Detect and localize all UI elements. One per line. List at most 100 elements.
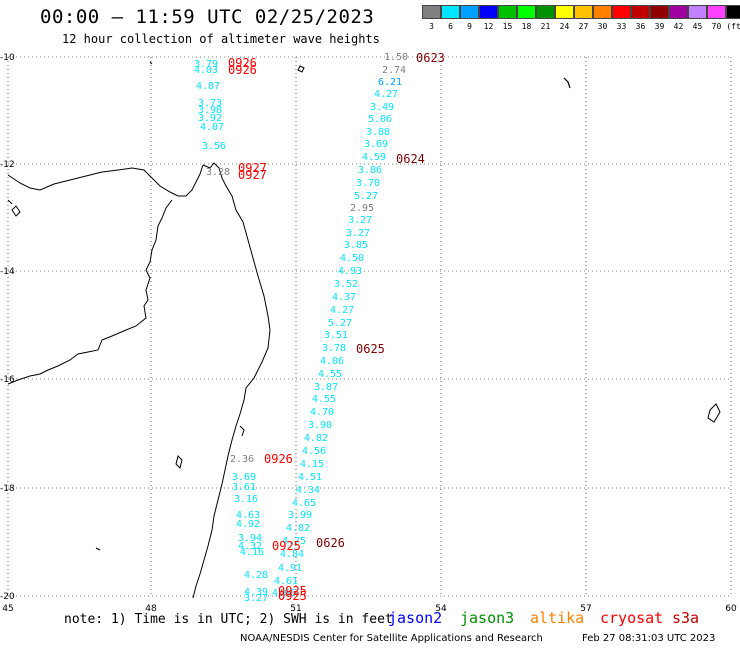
wave-height-value: 4.82: [286, 523, 310, 534]
wave-height-value: 3.52: [334, 279, 358, 290]
latitude-label: -10: [0, 53, 15, 63]
wave-height-legend: [422, 5, 740, 19]
wave-height-value: 4.07: [200, 122, 224, 133]
wave-height-value: 4.91: [278, 563, 302, 574]
longitude-label: 48: [145, 604, 157, 614]
legend-value-label: 12: [483, 22, 494, 31]
wave-height-value: 4.15: [300, 459, 324, 470]
wave-height-value: 4.93: [338, 266, 362, 277]
legend-color-swatch: [707, 5, 726, 19]
wave-height-value: 5.27: [328, 318, 352, 329]
wave-height-value: 2.36: [230, 454, 254, 465]
mission-label: cryosat: [600, 609, 664, 627]
wave-height-value: 3.73: [198, 98, 222, 109]
longitude-label: 54: [435, 604, 447, 614]
legend-color-swatch: [479, 5, 498, 19]
wave-height-value: 4.16: [240, 547, 264, 558]
wave-height-value: 4.28: [244, 570, 268, 581]
wave-height-value: 3.27: [346, 228, 370, 239]
legend-value-label: 9: [467, 22, 472, 31]
legend-value-label: 45: [692, 22, 703, 31]
legend-value-label: 70: [711, 22, 722, 31]
map-subtitle: 12 hour collection of altimeter wave hei…: [62, 32, 380, 46]
wave-height-value: 4.27: [374, 89, 398, 100]
wave-height-value: 4.59: [362, 152, 386, 163]
wave-height-value: 4.06: [320, 356, 344, 367]
legend-value-label: 27: [578, 22, 589, 31]
legend-color-swatch: [460, 5, 479, 19]
east-track-values: 1.502.746.214.273.495.063.883.694.593.86…: [272, 52, 408, 599]
legend-color-swatch: [669, 5, 688, 19]
track-time-label: 0626: [316, 536, 345, 550]
wave-height-value: 2.95: [350, 203, 374, 214]
legend-color-swatch: [726, 5, 740, 19]
latitude-label: -16: [0, 375, 15, 385]
west-track-values: 3.794.03 4.87 3.733.983.924.07 3.56 3.28 2.36…: [194, 59, 268, 604]
latitude-label: -14: [0, 267, 15, 277]
wave-height-value: 3.27: [244, 593, 268, 604]
wave-height-value: 3.51: [324, 330, 348, 341]
wave-height-value: 6.21: [378, 77, 402, 88]
latitude-label: -12: [0, 160, 15, 170]
axis-labels: -10 -12 -14 -16 -18 -20 45 48 51 54 57 60: [0, 53, 737, 614]
track-time-label: 0926: [228, 63, 257, 77]
track-time-label: 0925: [278, 584, 307, 598]
wave-height-value: 4.55: [318, 369, 342, 380]
wave-height-value: 3.86: [358, 165, 382, 176]
legend-value-label: 6: [448, 22, 453, 31]
wave-height-value: 4.61: [274, 576, 298, 587]
wave-height-value: 3.78: [322, 343, 346, 354]
legend-color-swatch: [631, 5, 650, 19]
legend-color-swatch: [593, 5, 612, 19]
track-time-label: 0925: [272, 539, 301, 553]
wave-height-value: 3.94: [238, 533, 262, 544]
track-time-label: 0624: [396, 152, 425, 166]
wave-height-value: 3.99: [288, 510, 312, 521]
legend-color-swatch: [422, 5, 441, 19]
wave-height-value: 4.27: [330, 305, 354, 316]
wave-height-value: 4.39: [244, 587, 268, 598]
legend-color-swatch: [517, 5, 536, 19]
islands: [95, 65, 721, 551]
wave-height-value: 3.87: [314, 382, 338, 393]
wave-height-value: 3.90: [308, 420, 332, 431]
track-time-labels: 0623062406250626092609260927092709260925…: [228, 51, 445, 603]
wave-height-value: 3.92: [198, 113, 222, 124]
wave-height-value: 3.27: [348, 215, 372, 226]
wave-height-value: 2.74: [382, 65, 406, 76]
wave-height-value: 4.56: [302, 446, 326, 457]
wave-height-value: 4.34: [296, 485, 320, 496]
legend-color-swatch: [612, 5, 631, 19]
legend-value-label: 33: [616, 22, 627, 31]
wave-height-value: 3.69: [232, 472, 256, 483]
longitude-label: 45: [2, 604, 13, 614]
wave-height-value: 3.85: [344, 240, 368, 251]
wave-height-value: 4.32: [238, 541, 262, 552]
mission-label: jason2: [388, 609, 443, 627]
wave-height-value: 1.50: [384, 52, 408, 63]
wave-height-value: 4.65: [292, 498, 316, 509]
legend-value-label: 15: [502, 22, 513, 31]
wave-height-value: 4.84: [280, 549, 304, 560]
mission-label: jason3: [460, 609, 515, 627]
legend-color-swatch: [555, 5, 574, 19]
track-time-label: 0625: [356, 342, 385, 356]
legend-value-label: 18: [521, 22, 532, 31]
wave-height-value: 4.50: [340, 253, 364, 264]
wave-height-value: 3.79: [194, 59, 218, 70]
wave-height-value: 4.92: [236, 519, 260, 530]
wave-height-value: 4.82: [304, 433, 328, 444]
legend-value-label: 42: [673, 22, 684, 31]
track-time-label: 0927: [238, 161, 267, 175]
latitude-label: -20: [0, 592, 15, 602]
wave-height-value: 4.66: [272, 588, 296, 599]
wave-height-value: 3.70: [356, 178, 380, 189]
wave-height-value: 3.69: [364, 139, 388, 150]
footer-credit: NOAA/NESDIS Center for Satellite Applica…: [240, 633, 543, 644]
legend-value-label: 21: [540, 22, 551, 31]
wave-height-value: 4.03: [194, 65, 218, 76]
wave-height-value: 3.98: [198, 105, 222, 116]
track-time-label: 0926: [228, 56, 257, 70]
